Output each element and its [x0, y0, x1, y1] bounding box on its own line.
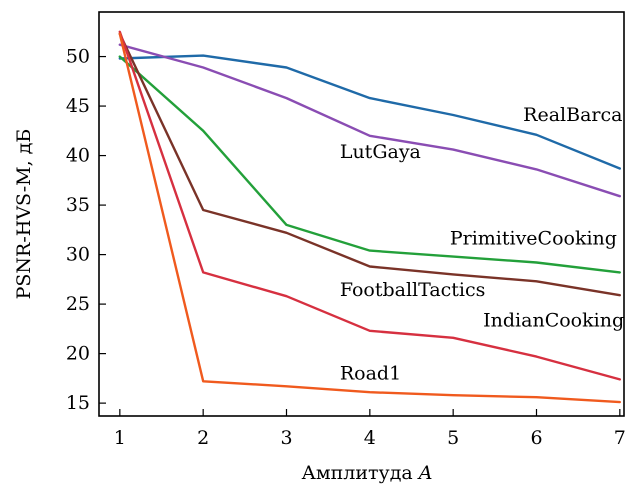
series-labels: RealBarca LutGaya PrimitiveCooking Football… — [340, 104, 624, 384]
x-tick-label: 2 — [197, 427, 209, 449]
x-tick-label: 5 — [447, 427, 459, 449]
series-label-indiancooking: IndianCooking — [483, 309, 624, 331]
y-axis-title: PSNR-HVS-M, дБ — [13, 129, 35, 300]
y-tick-label: 35 — [66, 194, 90, 216]
x-axis-title: Амплитуда A — [301, 462, 432, 484]
series-label-road1: Road1 — [340, 362, 401, 384]
series-line-road1 — [118, 32, 621, 404]
y-tick-label: 25 — [66, 293, 90, 315]
series-label-footballtactics: FootballTactics — [340, 279, 486, 301]
y-tick-label: 50 — [66, 46, 90, 68]
y-tick-label: 15 — [66, 392, 90, 414]
x-tick-label: 3 — [280, 427, 292, 449]
y-tick-label: 20 — [66, 343, 90, 365]
series-line-indiancooking — [118, 30, 621, 381]
x-axis: 1 2 3 4 5 6 7 — [114, 409, 626, 449]
series-label-lutgaya: LutGaya — [340, 141, 421, 163]
series-line-primitivecooking — [118, 55, 621, 274]
y-tick-label: 30 — [66, 244, 90, 266]
x-axis-title-var: A — [417, 462, 433, 484]
x-tick-label: 7 — [614, 427, 626, 449]
x-tick-label: 1 — [114, 427, 126, 449]
series-lines — [118, 30, 621, 404]
x-tick-label: 4 — [364, 427, 376, 449]
y-tick-label: 40 — [66, 145, 90, 167]
series-line-realbarca — [118, 54, 621, 170]
series-line-lutgaya — [118, 43, 621, 198]
series-label-realbarca: RealBarca — [523, 104, 622, 126]
series-line-footballtactics — [118, 32, 621, 297]
x-axis-title-text: Амплитуда — [301, 462, 412, 484]
y-axis: 15 20 25 30 35 40 45 50 — [66, 46, 106, 414]
series-label-primitivecooking: PrimitiveCooking — [450, 228, 617, 250]
y-tick-label: 45 — [66, 95, 90, 117]
x-tick-label: 6 — [530, 427, 542, 449]
plot-frame — [98, 11, 625, 417]
